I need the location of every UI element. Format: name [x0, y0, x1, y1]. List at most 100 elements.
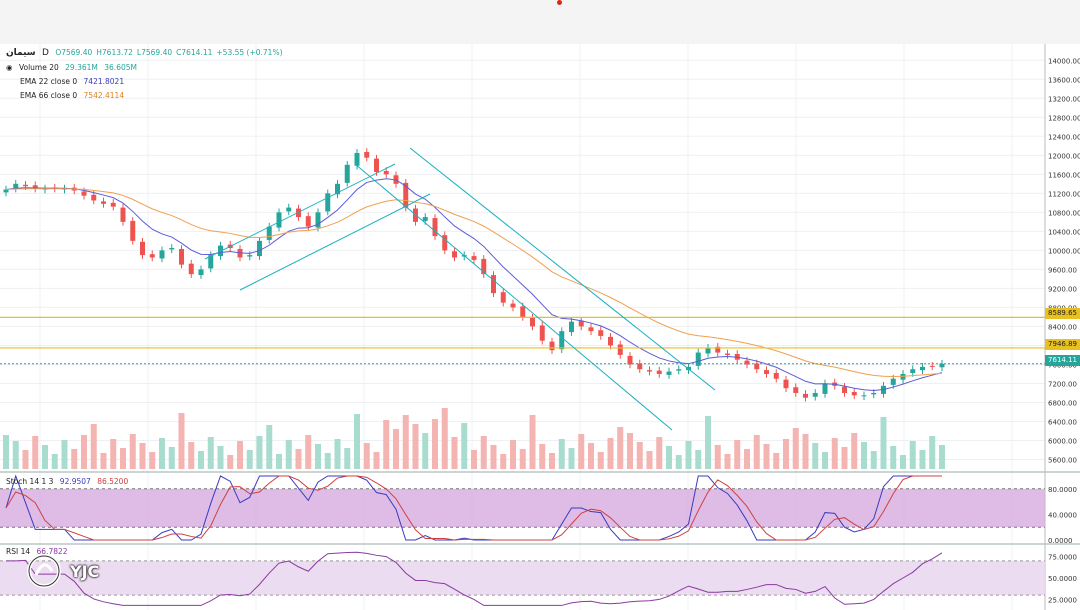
- candle-body: [149, 254, 155, 258]
- stoch-value-2: 86.5200: [97, 477, 129, 486]
- volume-bar: [344, 448, 351, 469]
- volume-bar: [3, 435, 9, 469]
- candle-body: [754, 363, 760, 370]
- candle-body: [305, 216, 311, 227]
- volume-bar: [305, 435, 312, 469]
- volume-bar: [744, 449, 750, 469]
- volume-bar: [393, 429, 399, 469]
- candle-body: [861, 395, 867, 397]
- y-tick-label: 13200.00: [1048, 95, 1080, 103]
- volume-bar: [178, 413, 185, 469]
- candle-body: [705, 347, 711, 354]
- candle-body: [647, 370, 652, 372]
- y-tick-label: 5600.00: [1048, 456, 1077, 464]
- candle-body: [569, 321, 574, 333]
- volume-value-2: 36.605M: [104, 63, 137, 72]
- ema66-label: EMA 66 close 0: [20, 91, 78, 100]
- candle-body: [140, 241, 145, 256]
- volume-bar: [597, 452, 604, 469]
- volume-bar: [120, 448, 126, 469]
- candle-body: [120, 207, 126, 222]
- candle-body: [383, 170, 389, 175]
- y-tick-label: 8400.00: [1048, 323, 1077, 331]
- volume-bar: [636, 442, 643, 469]
- volume-bar: [822, 452, 828, 469]
- volume-legend[interactable]: ◉ Volume 20 29.361M 36.605M: [6, 63, 141, 72]
- eye-icon[interactable]: ◉: [6, 63, 13, 72]
- rsi-tick-label: 75.0000: [1048, 554, 1077, 562]
- price-chart[interactable]: 14000.00 13600.00 13200.00 12800.00 12400.00…: [0, 44, 1080, 610]
- volume-bar: [529, 415, 536, 469]
- volume-bar: [558, 439, 565, 469]
- volume-bar: [42, 445, 48, 469]
- ema66-legend[interactable]: EMA 66 close 0 7542.4114: [20, 91, 128, 100]
- rsi-line: [6, 551, 943, 606]
- y-tick-label: 9200.00: [1048, 285, 1077, 293]
- volume-bar: [81, 435, 87, 469]
- volume-bar: [919, 450, 926, 469]
- symbol-name: سیمان: [6, 48, 36, 58]
- ohlc-low: L7569.40: [136, 48, 173, 57]
- candle-body: [822, 383, 828, 394]
- y-tick-label: 7200.00: [1048, 380, 1077, 388]
- candle-body: [179, 248, 184, 265]
- last-price-label: 7614.11: [1045, 355, 1080, 366]
- volume-bar: [471, 450, 477, 469]
- candle-body: [588, 327, 594, 332]
- volume-bar: [831, 438, 838, 469]
- rsi-legend[interactable]: RSI 14 66.7822: [6, 547, 72, 556]
- candle-body: [920, 366, 925, 371]
- volume-bar: [802, 434, 809, 469]
- ema22-legend[interactable]: EMA 22 close 0 7421.8021: [20, 77, 128, 86]
- trend-channel-line: [409, 147, 716, 391]
- volume-bar: [354, 414, 360, 469]
- rsi-tick-label: 50.0000: [1048, 575, 1077, 583]
- candle-body: [666, 371, 672, 375]
- candle-body: [851, 392, 857, 396]
- volume-bar: [32, 436, 39, 469]
- candle-body: [910, 369, 916, 373]
- stoch-tick-label: 0.0000: [1048, 537, 1073, 545]
- y-tick-label: 10000.00: [1048, 247, 1080, 255]
- stoch-tick-label: 40.0000: [1048, 511, 1077, 519]
- candle-body: [247, 255, 253, 257]
- candle-body: [315, 212, 321, 228]
- ema22-value: 7421.8021: [83, 77, 125, 86]
- candle-body: [520, 306, 526, 317]
- volume-bar: [276, 454, 282, 469]
- interval-label: D: [42, 48, 49, 58]
- volume-bar: [168, 447, 175, 469]
- candle-body: [3, 189, 9, 193]
- y-tick-label: 13600.00: [1048, 76, 1080, 84]
- volume-bar: [646, 451, 653, 469]
- candle-body: [627, 355, 633, 365]
- y-tick-label: 12000.00: [1048, 152, 1080, 160]
- yjc-logo: [24, 551, 114, 591]
- volume-bar: [256, 436, 263, 469]
- candle-body: [81, 191, 87, 196]
- candle-body: [91, 194, 97, 201]
- y-tick-label: 6800.00: [1048, 399, 1077, 407]
- volume-bar: [480, 436, 487, 469]
- volume-bar: [237, 441, 243, 469]
- candle-body: [208, 255, 214, 269]
- candle-body: [530, 317, 535, 327]
- ohlc-close: C7614.11: [176, 48, 213, 57]
- stoch-d-line: [5, 475, 942, 541]
- volume-bar: [675, 455, 682, 469]
- candle-body: [13, 183, 19, 189]
- volume-bar: [519, 449, 526, 469]
- ohlc-open: O7569.40: [55, 48, 93, 57]
- candle-body: [744, 360, 750, 365]
- volume-bar: [685, 441, 692, 469]
- volume-bar: [929, 436, 936, 469]
- volume-bar: [198, 451, 204, 469]
- volume-bar: [890, 446, 897, 469]
- candle-body: [110, 202, 116, 207]
- stoch-band: [0, 488, 1045, 528]
- candle-body: [890, 378, 896, 385]
- stoch-legend[interactable]: Stoch 14 1 3 92.9507 86.5200: [6, 477, 132, 486]
- volume-bar: [266, 425, 273, 469]
- volume-bar: [315, 444, 321, 469]
- candle-body: [549, 341, 555, 351]
